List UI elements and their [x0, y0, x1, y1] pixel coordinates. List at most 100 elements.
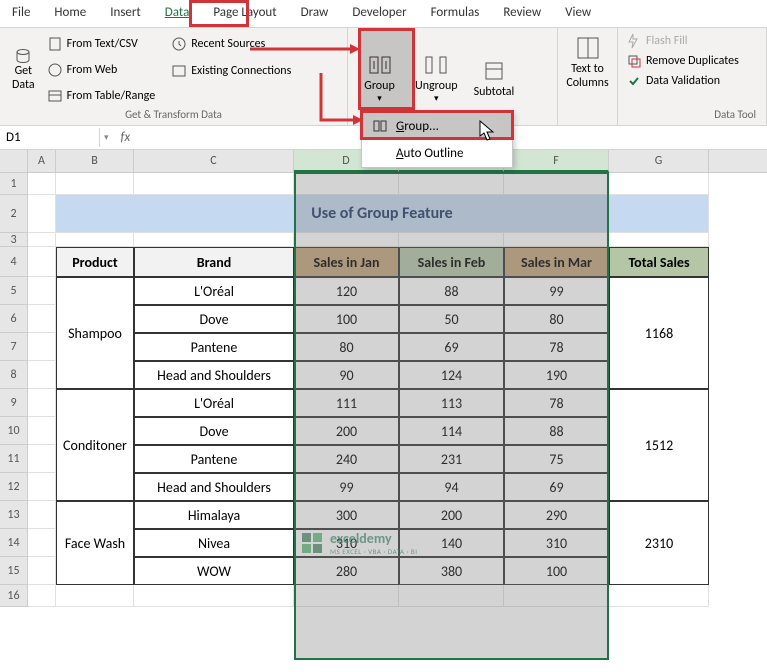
- cell[interactable]: 124: [399, 361, 504, 389]
- namebox-dropdown-icon[interactable]: ▾: [100, 132, 113, 143]
- row-header-1[interactable]: 1: [0, 173, 28, 195]
- group-button[interactable]: Group ▾: [354, 32, 405, 123]
- row-header-12[interactable]: 12: [0, 473, 28, 501]
- cell[interactable]: [28, 389, 56, 417]
- cell[interactable]: 94: [399, 473, 504, 501]
- cell[interactable]: 310: [504, 529, 609, 557]
- cell[interactable]: Nivea: [134, 529, 294, 557]
- dropdown-auto-outline-item[interactable]: Auto Outline: [362, 140, 512, 167]
- cell[interactable]: 300: [294, 501, 399, 529]
- cell[interactable]: 99: [294, 473, 399, 501]
- col-header-a[interactable]: A: [28, 150, 56, 172]
- cell[interactable]: [28, 529, 56, 557]
- tab-developer[interactable]: Developer: [340, 0, 418, 27]
- tab-draw[interactable]: Draw: [289, 0, 341, 27]
- cell[interactable]: [294, 585, 399, 607]
- row-header-4[interactable]: 4: [0, 247, 28, 277]
- cell[interactable]: [28, 585, 56, 607]
- cell[interactable]: [294, 173, 399, 195]
- row-header-13[interactable]: 13: [0, 501, 28, 529]
- cell[interactable]: [56, 585, 134, 607]
- ungroup-button[interactable]: Ungroup ▾: [409, 32, 464, 123]
- col-header-g[interactable]: G: [609, 150, 709, 172]
- cell[interactable]: Dove: [134, 305, 294, 333]
- cell[interactable]: [28, 173, 56, 195]
- cell[interactable]: L'Oréal: [134, 389, 294, 417]
- cell[interactable]: 1512: [609, 389, 709, 501]
- cell[interactable]: 88: [504, 417, 609, 445]
- cell[interactable]: 290: [504, 501, 609, 529]
- cell[interactable]: 111: [294, 389, 399, 417]
- cell[interactable]: [504, 233, 609, 247]
- cell[interactable]: 200: [399, 501, 504, 529]
- cell[interactable]: [28, 501, 56, 529]
- cell[interactable]: [504, 585, 609, 607]
- subtotal-button[interactable]: Subtotal: [468, 32, 521, 123]
- cell[interactable]: [134, 233, 294, 247]
- row-header-9[interactable]: 9: [0, 389, 28, 417]
- cell[interactable]: 78: [504, 389, 609, 417]
- row-header-7[interactable]: 7: [0, 333, 28, 361]
- cell[interactable]: [28, 557, 56, 585]
- cell[interactable]: 100: [294, 305, 399, 333]
- cell[interactable]: 75: [504, 445, 609, 473]
- data-validation-button[interactable]: Data Validation: [624, 72, 760, 90]
- recent-sources-button[interactable]: Recent Sources: [169, 35, 293, 53]
- cell[interactable]: 80: [294, 333, 399, 361]
- from-web-button[interactable]: From Web: [45, 61, 158, 79]
- row-header-6[interactable]: 6: [0, 305, 28, 333]
- tab-view[interactable]: View: [553, 0, 603, 27]
- row-header-11[interactable]: 11: [0, 445, 28, 473]
- cell[interactable]: 310: [294, 529, 399, 557]
- row-header-16[interactable]: 16: [0, 585, 28, 607]
- cell[interactable]: 380: [399, 557, 504, 585]
- cell[interactable]: 2310: [609, 501, 709, 585]
- tab-home[interactable]: Home: [42, 0, 98, 27]
- cell[interactable]: Total Sales: [609, 247, 709, 277]
- name-box[interactable]: D1: [0, 128, 100, 147]
- row-header-10[interactable]: 10: [0, 417, 28, 445]
- select-all-corner[interactable]: [0, 150, 28, 172]
- tab-insert[interactable]: Insert: [98, 0, 153, 27]
- cell[interactable]: [28, 361, 56, 389]
- flash-fill-button[interactable]: Flash Fill: [624, 32, 760, 50]
- cell[interactable]: Use of Group Feature: [56, 195, 709, 233]
- existing-connections-button[interactable]: Existing Connections: [169, 62, 293, 80]
- cell[interactable]: [28, 247, 56, 277]
- dropdown-group-item[interactable]: Group...: [362, 112, 512, 140]
- col-header-c[interactable]: C: [134, 150, 294, 172]
- cell[interactable]: 90: [294, 361, 399, 389]
- row-header-8[interactable]: 8: [0, 361, 28, 389]
- cell[interactable]: [28, 445, 56, 473]
- cell[interactable]: [609, 585, 709, 607]
- cell[interactable]: [399, 233, 504, 247]
- cell[interactable]: 80: [504, 305, 609, 333]
- cell[interactable]: Conditoner: [56, 389, 134, 501]
- cell[interactable]: 69: [504, 473, 609, 501]
- cell[interactable]: 280: [294, 557, 399, 585]
- cell[interactable]: 231: [399, 445, 504, 473]
- cell[interactable]: [28, 233, 56, 247]
- tab-formulas[interactable]: Formulas: [419, 0, 492, 27]
- cell[interactable]: Pantene: [134, 333, 294, 361]
- cell[interactable]: [134, 173, 294, 195]
- cell[interactable]: 120: [294, 277, 399, 305]
- cell[interactable]: 99: [504, 277, 609, 305]
- row-header-5[interactable]: 5: [0, 277, 28, 305]
- cell[interactable]: 100: [504, 557, 609, 585]
- cell[interactable]: [609, 233, 709, 247]
- cell[interactable]: Head and Shoulders: [134, 361, 294, 389]
- cell[interactable]: [504, 173, 609, 195]
- cell[interactable]: 190: [504, 361, 609, 389]
- cell[interactable]: Product: [56, 247, 134, 277]
- cell[interactable]: 114: [399, 417, 504, 445]
- tab-page-layout[interactable]: Page Layout: [201, 0, 288, 27]
- cell[interactable]: 88: [399, 277, 504, 305]
- cell[interactable]: 69: [399, 333, 504, 361]
- cell[interactable]: 50: [399, 305, 504, 333]
- cell[interactable]: [28, 333, 56, 361]
- cell[interactable]: 240: [294, 445, 399, 473]
- cell[interactable]: [609, 173, 709, 195]
- from-text-csv-button[interactable]: From Text/CSV: [45, 35, 158, 53]
- cell[interactable]: Pantene: [134, 445, 294, 473]
